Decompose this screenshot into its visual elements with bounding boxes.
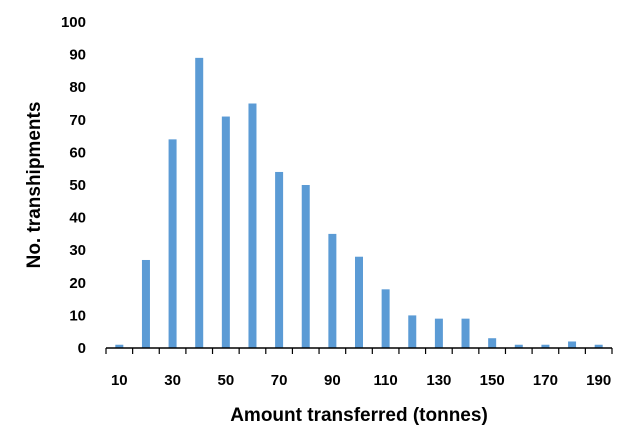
bar bbox=[195, 57, 204, 349]
bar bbox=[355, 256, 363, 348]
bar bbox=[514, 344, 523, 348]
y-tick-label: 10 bbox=[69, 307, 86, 324]
y-tick-label: 30 bbox=[69, 242, 86, 259]
bar bbox=[301, 185, 310, 348]
x-tick-label: 150 bbox=[480, 372, 505, 389]
x-tick-label: 10 bbox=[111, 372, 128, 389]
bar bbox=[275, 171, 284, 348]
bar bbox=[408, 315, 417, 348]
bar bbox=[248, 103, 257, 348]
bar bbox=[434, 318, 443, 348]
bar bbox=[488, 338, 497, 348]
y-axis-tick-labels: 0 10 20 30 40 50 60 70 80 90 100 bbox=[61, 14, 86, 357]
y-tick-label: 60 bbox=[69, 144, 86, 161]
y-tick-label: 50 bbox=[69, 177, 86, 194]
x-axis-tick-labels: 10 30 50 70 90 110 130 150 170 190 bbox=[111, 372, 611, 389]
x-tick-label: 70 bbox=[271, 372, 288, 389]
x-tick-label: 130 bbox=[426, 372, 451, 389]
y-tick-label: 70 bbox=[69, 112, 86, 129]
y-axis-title: No. transhipments bbox=[24, 102, 45, 269]
y-tick-label: 0 bbox=[78, 340, 86, 357]
bar bbox=[381, 289, 390, 348]
bar bbox=[168, 139, 177, 348]
bar bbox=[461, 318, 470, 348]
y-tick-label: 80 bbox=[69, 79, 86, 96]
y-tick-label: 90 bbox=[69, 47, 86, 64]
x-tick-label: 90 bbox=[324, 372, 341, 389]
y-tick-label: 100 bbox=[61, 14, 86, 31]
bar bbox=[594, 344, 603, 348]
bar bbox=[221, 116, 230, 348]
y-tick-label: 20 bbox=[69, 275, 86, 292]
y-tick-label: 40 bbox=[69, 210, 86, 227]
bar bbox=[115, 344, 124, 348]
bar bbox=[141, 259, 150, 348]
bar bbox=[568, 341, 577, 348]
x-tick-label: 50 bbox=[217, 372, 234, 389]
x-axis-tick-marks bbox=[105, 348, 613, 354]
x-tick-label: 30 bbox=[164, 372, 181, 389]
x-tick-label: 190 bbox=[586, 372, 611, 389]
x-tick-label: 170 bbox=[533, 372, 558, 389]
bar bbox=[541, 344, 550, 348]
x-tick-label: 110 bbox=[374, 372, 398, 389]
bars bbox=[115, 57, 603, 349]
x-axis-title: Amount transferred (tonnes) bbox=[230, 405, 488, 426]
bar bbox=[328, 233, 337, 348]
